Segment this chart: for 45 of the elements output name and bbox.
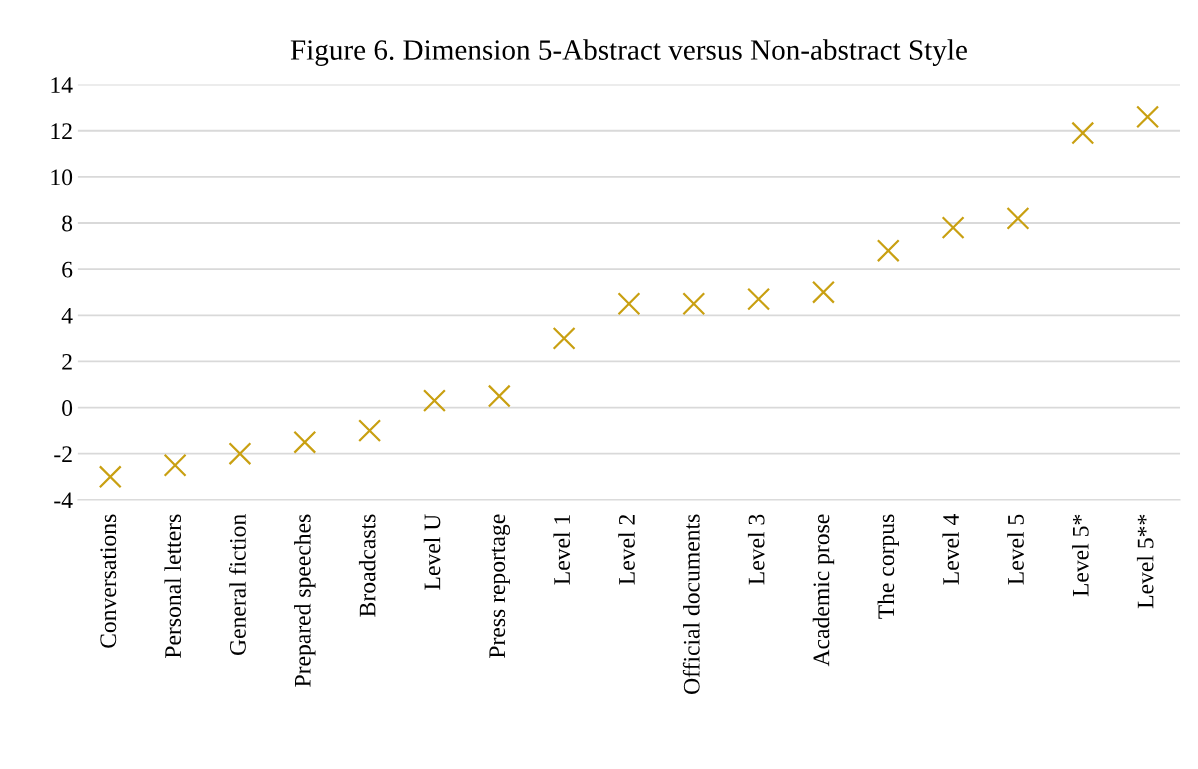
x-tick-label: Official documents	[682, 514, 700, 694]
point	[228, 442, 252, 466]
point	[617, 292, 641, 316]
point	[811, 280, 835, 304]
point	[487, 384, 511, 408]
x-tick-label: Level 3	[747, 514, 765, 585]
point	[747, 287, 771, 311]
y-tick-label: 8	[62, 215, 73, 232]
point	[1071, 121, 1095, 145]
point	[876, 239, 900, 263]
x-tick-label: Level 4	[942, 514, 960, 585]
y-tick-label: 14	[51, 77, 73, 93]
x-tick-label: General fiction	[229, 514, 246, 656]
x-tick-label: Level 5**	[1136, 514, 1154, 609]
y-tick-label: 6	[62, 261, 73, 278]
x-tick-label: The corpus	[877, 514, 899, 619]
x-tick-label: Level 5	[1007, 514, 1024, 585]
y-tick-label: 4	[61, 307, 73, 324]
y-tick-label: 12	[51, 123, 72, 139]
point	[163, 453, 187, 477]
point	[358, 419, 382, 443]
point	[293, 430, 317, 454]
x-tick-label: Press reportage	[489, 514, 510, 658]
y-tick-label: -4	[54, 492, 73, 509]
x-tick-label: Conversations	[100, 514, 117, 648]
chart-title: Figure 6. Dimension 5-Abstract versus Non-abstract Style	[290, 39, 967, 66]
point	[1136, 105, 1160, 129]
y-tick-label: -2	[54, 446, 72, 462]
point	[1006, 206, 1030, 230]
x-tick-label: Prepared speeches	[294, 514, 316, 687]
x-tick-label: Academic prose	[812, 514, 835, 667]
point	[422, 389, 446, 413]
y-tick-label: 0	[62, 400, 73, 416]
x-tick-label: Level 2	[618, 515, 635, 585]
point	[552, 326, 576, 350]
x-tick-label: Personal letters	[164, 514, 182, 658]
y-tick-label: 10	[51, 169, 73, 186]
y-tick-label: 2	[62, 353, 72, 370]
point	[682, 292, 706, 316]
x-tick-label: Broadcasts	[358, 514, 376, 617]
point	[98, 465, 122, 489]
x-tick-label: Level 1	[553, 515, 571, 585]
point	[941, 216, 965, 240]
x-tick-label: Level 5*	[1072, 514, 1089, 597]
x-tick-label: Level U	[423, 514, 441, 590]
